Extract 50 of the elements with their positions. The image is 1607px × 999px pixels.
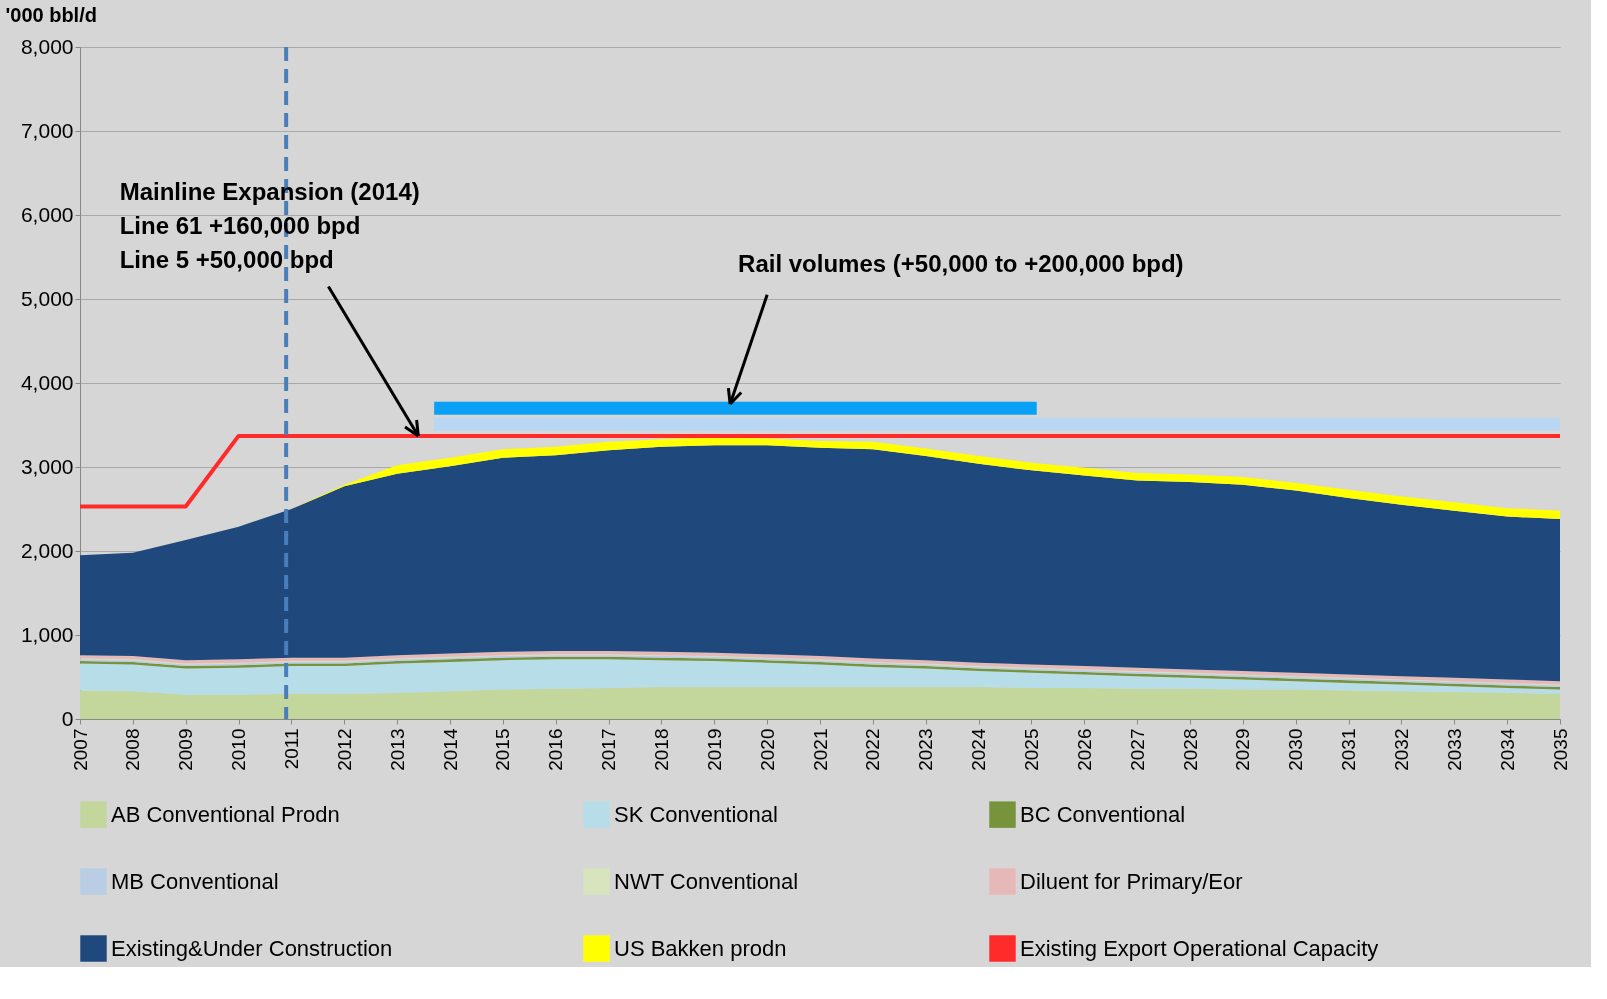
x-tick-label: 2016 [545,728,567,771]
x-tick-label: 2034 [1496,728,1518,771]
y-tick-label: 0 [61,706,74,730]
y-tick-label: 7,000 [20,118,74,142]
x-tick-label: 2026 [1073,728,1095,771]
x-tick-label: 2009 [175,728,197,771]
legend-label: Existing Export Operational Capacity [1020,935,1379,961]
x-tick-label: 2012 [333,728,355,771]
x-tick-label: 2011 [280,728,302,770]
y-tick-label: 4,000 [20,370,74,394]
y-tick-label: 6,000 [20,202,74,226]
x-tick-label: 2030 [1285,728,1307,771]
legend-label: BC Conventional [1020,801,1186,827]
x-tick-label: 2015 [492,728,514,771]
x-tick-label: 2014 [439,728,461,771]
x-tick-label: 2029 [1232,728,1254,771]
x-tick-label: 2007 [69,728,91,771]
x-tick-label: 2020 [756,728,778,771]
y-tick-label: 1,000 [20,622,74,646]
x-tick-label: 2023 [915,728,937,771]
x-tick-label: 2035 [1549,728,1571,771]
legend-label: AB Conventional Prodn [111,801,340,827]
x-tick-label: 2031 [1338,728,1360,771]
x-tick-label: 2017 [598,728,620,771]
x-tick-label: 2013 [386,728,408,771]
legend-label: Existing&Under Construction [111,935,393,961]
legend-label: MB Conventional [111,868,279,894]
y-tick-label: 8,000 [20,34,74,58]
x-tick-label: 2021 [809,728,831,771]
x-tick-label: 2010 [228,728,250,771]
x-tick-label: 2032 [1390,728,1412,771]
annotation: Mainline Expansion (2014) Line 61 +160,000 bpd Line 5 +50,000 bpd [119,178,420,274]
annotation: Rail volumes (+50,000 to +200,000 bpd) [738,250,1184,278]
legend-label: NWT Conventional [614,868,799,894]
legend-label: SK Conventional [614,801,778,827]
x-tick-label: 2022 [862,728,884,771]
x-tick-label: 2008 [122,728,144,771]
legend-label: US Bakken prodn [614,935,787,961]
y-axis-title: '000 bbl/d [5,3,97,26]
x-tick-label: 2027 [1126,728,1148,771]
x-tick-label: 2033 [1443,728,1465,771]
y-tick-label: 2,000 [20,538,74,562]
y-tick-label: 3,000 [20,454,74,478]
x-tick-label: 2019 [703,728,725,771]
legend-label: Diluent for Primary/Eor [1020,868,1243,894]
y-tick-label: 5,000 [20,286,74,310]
x-tick-label: 2024 [968,728,990,771]
x-tick-label: 2018 [650,728,672,771]
x-tick-label: 2025 [1020,728,1042,771]
x-tick-label: 2028 [1179,728,1201,771]
